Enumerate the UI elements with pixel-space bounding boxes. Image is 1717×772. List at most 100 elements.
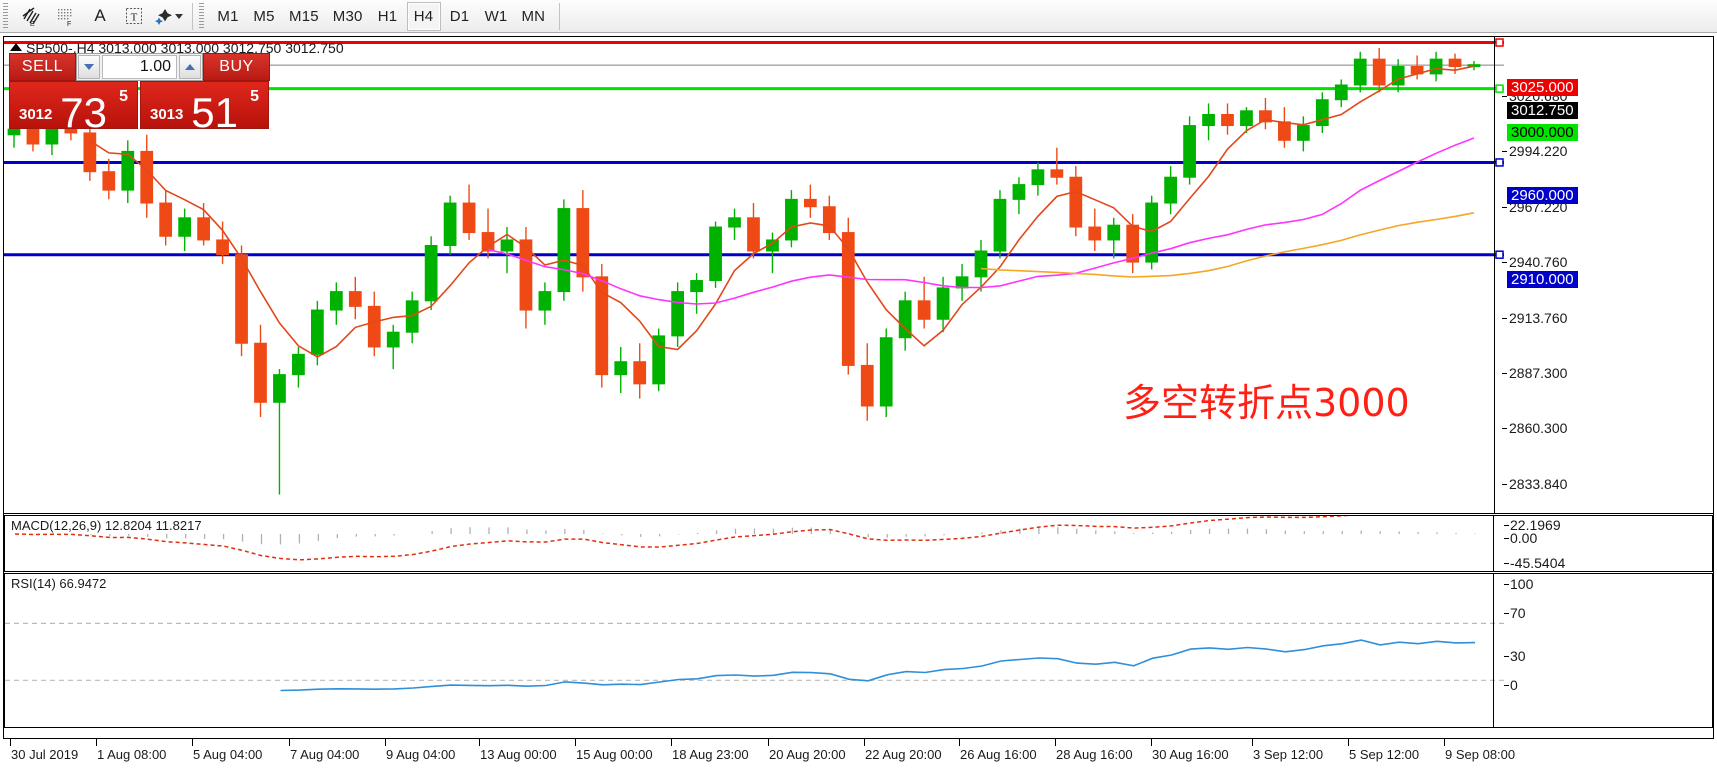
objects-icon[interactable] xyxy=(151,1,179,32)
macd-pane[interactable]: MACD(12,26,9) 12.8204 11.8217 22.1969 0.0… xyxy=(4,515,1713,572)
rsi-tick: 70 xyxy=(1504,605,1526,621)
sell-button[interactable]: SELL xyxy=(9,53,76,81)
time-tick-mark xyxy=(768,738,769,746)
macd-label: MACD(12,26,9) 12.8204 11.8217 xyxy=(11,518,202,533)
one-click-trading-panel[interactable]: SELL 1.00 BUY 3012 73 5 3013 xyxy=(9,53,270,134)
timeframe-h1[interactable]: H1 xyxy=(377,7,398,25)
svg-text:T: T xyxy=(131,12,138,24)
timeframe-w1[interactable]: W1 xyxy=(484,7,508,25)
rsi-tick: 100 xyxy=(1504,576,1533,592)
toolbar-grip[interactable] xyxy=(2,3,10,29)
price-tick: 2833.840 xyxy=(1502,476,1567,492)
dropdown-arrow-icon[interactable] xyxy=(175,13,183,19)
time-tick-mark xyxy=(479,738,480,746)
rsi-pane[interactable]: RSI(14) 66.9472 100 70 30 0 xyxy=(4,573,1713,728)
chart-annotation-text: 多空转折点3000 xyxy=(1123,381,1410,425)
oct-price-row: 3012 73 5 3013 51 5 xyxy=(9,81,270,134)
time-tick: 5 Aug 04:00 xyxy=(192,738,262,762)
price-tick: 2994.220 xyxy=(1502,143,1567,159)
time-tick-mark xyxy=(959,738,960,746)
time-tick: 3 Sep 12:00 xyxy=(1252,738,1323,762)
timeframe-m1[interactable]: M1 xyxy=(217,7,239,25)
time-tick: 20 Aug 20:00 xyxy=(768,738,846,762)
rsi-tick: 30 xyxy=(1504,648,1526,664)
sell-price-main: 73 xyxy=(60,89,107,136)
price-tick: 2940.760 xyxy=(1502,254,1567,270)
level-2910-label[interactable]: 2910.000 xyxy=(1507,271,1578,288)
time-tick-mark xyxy=(1348,738,1349,746)
price-pane[interactable]: SP500-,H4 3013.000 3013.000 3012.750 301… xyxy=(4,37,1713,603)
time-tick: 30 Aug 16:00 xyxy=(1151,738,1229,762)
time-tick: 7 Aug 04:00 xyxy=(289,738,359,762)
buy-price-integer: 3013 xyxy=(150,106,184,123)
time-tick: 5 Sep 12:00 xyxy=(1348,738,1419,762)
chevron-up-icon xyxy=(185,64,195,70)
indicators-grid-icon[interactable]: F xyxy=(49,1,83,32)
time-tick-mark xyxy=(575,738,576,746)
timeframe-d1[interactable]: D1 xyxy=(449,7,470,25)
volume-input[interactable]: 1.00 xyxy=(102,55,177,79)
timeframe-grip[interactable] xyxy=(198,3,206,29)
volume-increment-button[interactable] xyxy=(179,55,201,79)
text-label-icon[interactable]: A xyxy=(83,1,117,32)
time-axis[interactable]: 30 Jul 2019 1 Aug 08:00 5 Aug 04:00 7 Aug 0… xyxy=(3,738,1714,772)
oct-top-row: SELL 1.00 BUY xyxy=(9,53,270,81)
timeframe-m30[interactable]: M30 xyxy=(332,7,363,25)
macd-tick: -45.5404 xyxy=(1504,555,1565,571)
svg-text:F: F xyxy=(67,21,71,27)
chart-window: SP500-,H4 3013.000 3013.000 3012.750 301… xyxy=(0,33,1717,772)
chevron-down-icon xyxy=(84,64,94,70)
level-2960-label[interactable]: 2960.000 xyxy=(1507,187,1578,204)
buy-price-fraction: 5 xyxy=(250,88,259,105)
time-tick: 18 Aug 23:00 xyxy=(671,738,749,762)
price-tick: 2913.760 xyxy=(1502,310,1567,326)
time-tick-mark xyxy=(671,738,672,746)
macd-tick: 0.00 xyxy=(1504,530,1537,546)
svg-text:E: E xyxy=(30,21,35,27)
level-3025-label[interactable]: 3025.000 xyxy=(1507,79,1578,96)
chart-symbol-title: SP500-,H4 3013.000 3013.000 3012.750 301… xyxy=(26,40,344,56)
time-tick-mark xyxy=(385,738,386,746)
buy-price-main: 51 xyxy=(191,89,238,136)
buy-button[interactable]: BUY xyxy=(203,53,270,81)
time-tick-mark xyxy=(1252,738,1253,746)
text-box-icon[interactable]: T xyxy=(117,1,151,32)
buy-price-cell[interactable]: 3013 51 5 xyxy=(140,81,269,134)
sell-price-integer: 3012 xyxy=(19,106,53,123)
time-tick: 13 Aug 00:00 xyxy=(479,738,557,762)
time-tick: 30 Jul 2019 xyxy=(10,738,78,762)
main-toolbar: E F A T xyxy=(0,0,1717,33)
sell-price-fraction: 5 xyxy=(119,88,128,105)
timeframe-h4[interactable]: H4 xyxy=(406,1,441,31)
level-3000-label[interactable]: 3000.000 xyxy=(1507,124,1578,141)
chart-canvas[interactable]: SP500-,H4 3013.000 3013.000 3012.750 301… xyxy=(3,36,1714,739)
rsi-plot xyxy=(5,574,1712,727)
price-tick: 2887.300 xyxy=(1502,365,1567,381)
last-price-3012750-label[interactable]: 3012.750 xyxy=(1507,102,1578,119)
macd-plot xyxy=(5,516,1712,571)
time-axis-line xyxy=(3,738,1714,739)
time-tick-mark xyxy=(1055,738,1056,746)
timeframe-m5[interactable]: M5 xyxy=(253,7,275,25)
text-label-glyph: A xyxy=(94,6,106,25)
time-tick-mark xyxy=(1151,738,1152,746)
time-tick: 9 Sep 08:00 xyxy=(1444,738,1515,762)
volume-decrement-button[interactable] xyxy=(78,55,100,79)
price-scale[interactable] xyxy=(1494,37,1713,513)
expert-advisors-icon[interactable]: E xyxy=(15,1,49,32)
time-tick: 15 Aug 00:00 xyxy=(575,738,653,762)
macd-tick: 22.1969 xyxy=(1504,517,1561,533)
time-tick-mark xyxy=(10,738,11,746)
rsi-tick: 0 xyxy=(1504,677,1518,693)
collapse-arrow-icon[interactable] xyxy=(10,43,22,51)
time-tick: 26 Aug 16:00 xyxy=(959,738,1037,762)
timeframe-mn[interactable]: MN xyxy=(521,7,546,25)
sell-price-cell[interactable]: 3012 73 5 xyxy=(9,81,138,134)
rsi-label: RSI(14) 66.9472 xyxy=(11,576,107,591)
macd-chart-svg xyxy=(14,516,1476,561)
toolbar-separator xyxy=(192,2,193,30)
rsi-chart-svg xyxy=(5,622,1505,692)
timeframe-m15[interactable]: M15 xyxy=(289,7,319,25)
volume-field[interactable]: 1.00 xyxy=(76,53,203,81)
toolbar-separator-2 xyxy=(559,2,561,30)
